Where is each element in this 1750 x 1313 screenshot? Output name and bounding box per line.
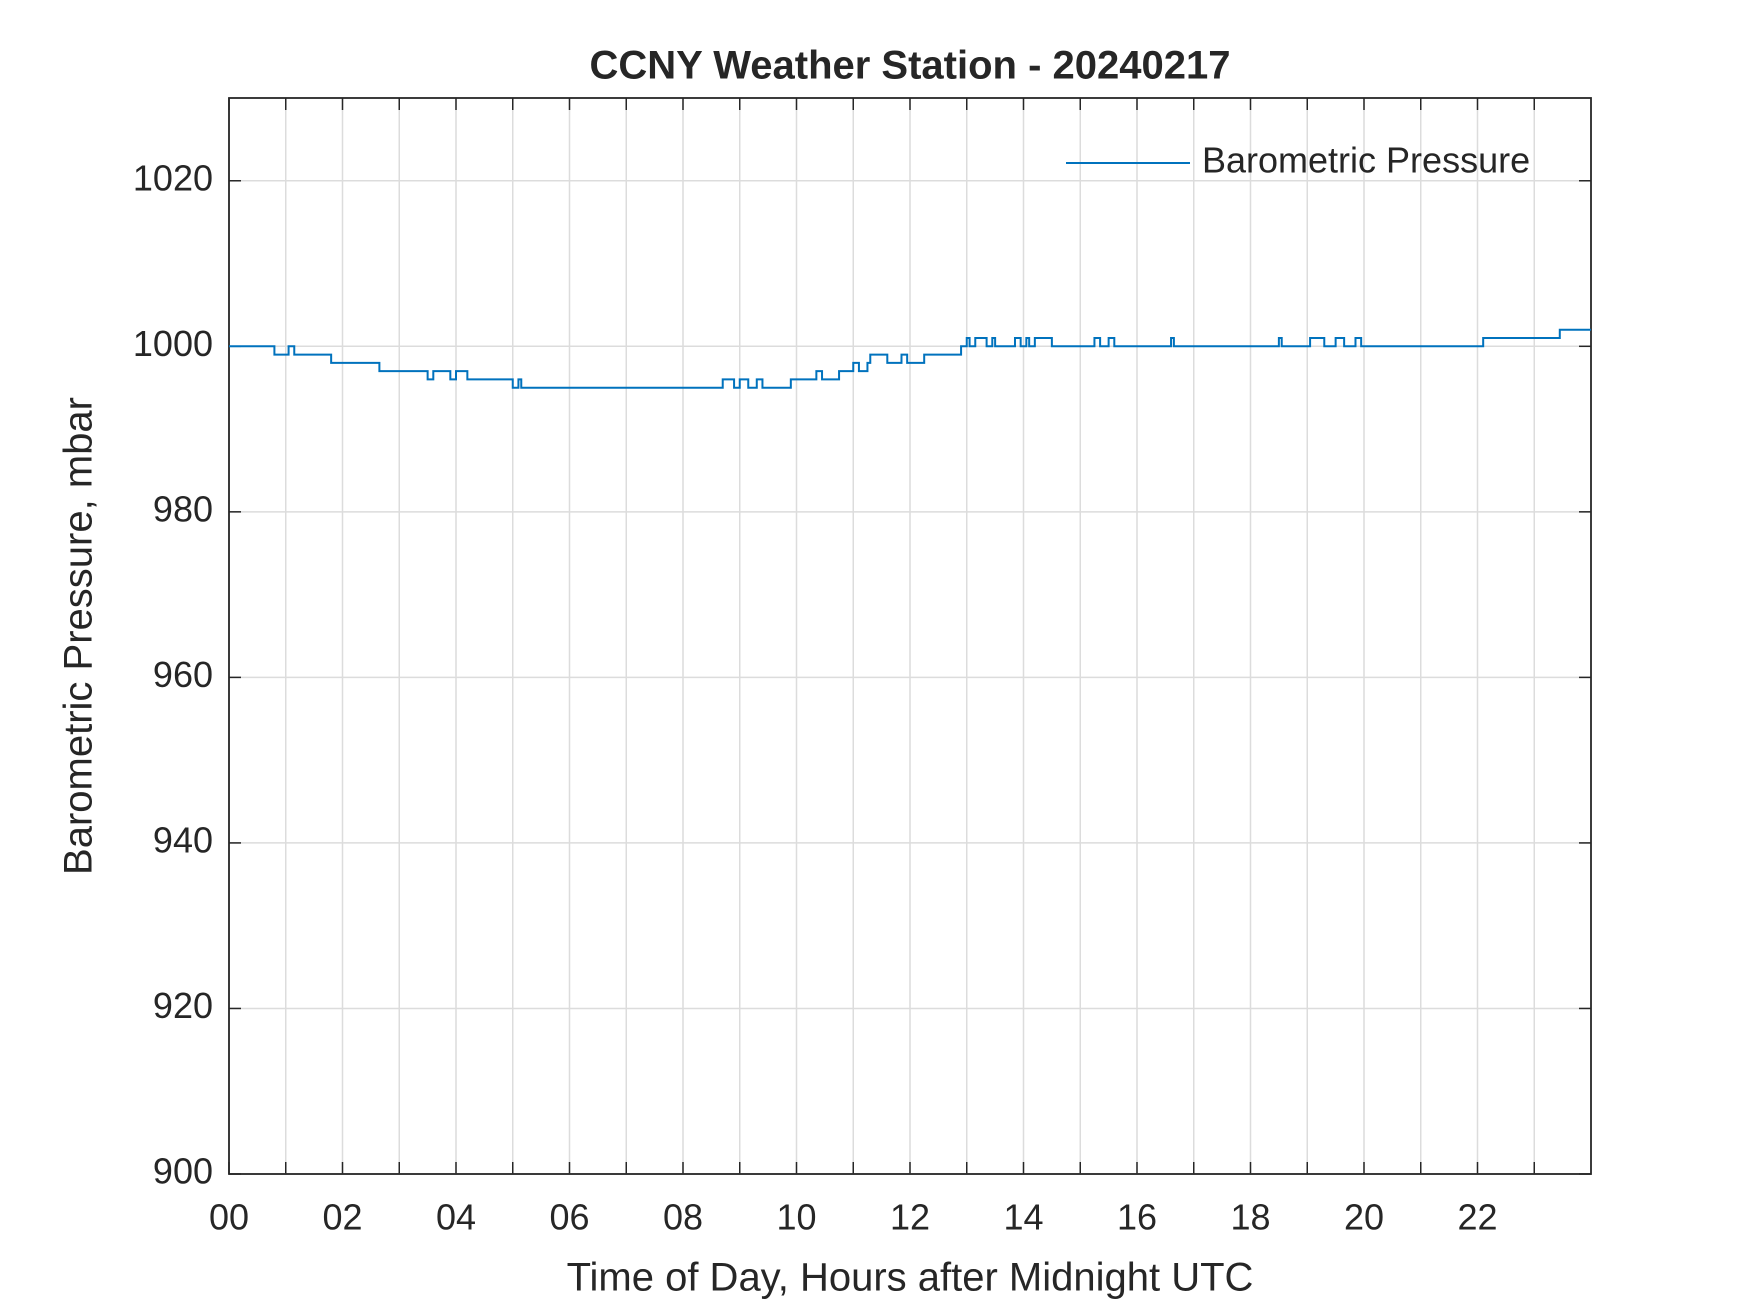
x-tick-label: 14 <box>1003 1197 1043 1238</box>
x-tick-label: 08 <box>663 1197 703 1238</box>
y-tick-label: 900 <box>153 1151 213 1192</box>
x-tick-label: 02 <box>322 1197 362 1238</box>
x-tick-label: 20 <box>1344 1197 1384 1238</box>
y-axis-label: Barometric Pressure, mbar <box>57 397 101 875</box>
data-line <box>229 328 1591 389</box>
x-tick-label: 18 <box>1230 1197 1270 1238</box>
y-tick-label: 980 <box>153 488 213 529</box>
x-tick-label: 16 <box>1117 1197 1157 1238</box>
x-tick-label: 00 <box>209 1197 249 1238</box>
y-tick-label: 960 <box>153 654 213 695</box>
x-tick-label: 04 <box>436 1197 476 1238</box>
x-tick-label: 06 <box>549 1197 589 1238</box>
chart-title: CCNY Weather Station - 20240217 <box>590 44 1231 88</box>
x-tick-label: 12 <box>890 1197 930 1238</box>
y-tick-label: 920 <box>153 985 213 1026</box>
plot-frame <box>228 97 1592 1175</box>
y-tick-label: 1000 <box>133 323 213 364</box>
x-tick-label: 10 <box>776 1197 816 1238</box>
legend-label: Barometric Pressure <box>1202 140 1530 181</box>
x-axis-label: Time of Day, Hours after Midnight UTC <box>567 1256 1254 1300</box>
y-tick-label: 940 <box>153 819 213 860</box>
y-tick-label: 1020 <box>133 157 213 198</box>
x-tick-label: 22 <box>1457 1197 1497 1238</box>
